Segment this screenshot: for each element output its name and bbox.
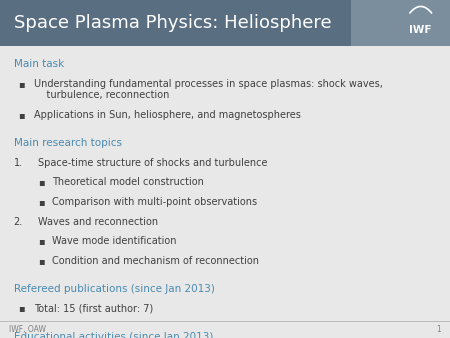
Text: Comparison with multi-point observations: Comparison with multi-point observations <box>52 197 257 207</box>
Text: Applications in Sun, heliosphere, and magnetospheres: Applications in Sun, heliosphere, and ma… <box>34 110 301 120</box>
Text: Main task: Main task <box>14 59 64 69</box>
Text: ▪: ▪ <box>38 197 45 207</box>
Text: Understanding fundamental processes in space plasmas: shock waves,
    turbulenc: Understanding fundamental processes in s… <box>34 79 382 100</box>
Text: IWF: IWF <box>410 25 432 35</box>
Text: ▪: ▪ <box>18 79 25 89</box>
Text: IWF, OAW: IWF, OAW <box>9 325 46 334</box>
Text: Condition and mechanism of reconnection: Condition and mechanism of reconnection <box>52 256 259 266</box>
Text: Space-time structure of shocks and turbulence: Space-time structure of shocks and turbu… <box>38 158 268 168</box>
FancyBboxPatch shape <box>0 0 351 46</box>
Text: ▪: ▪ <box>38 236 45 246</box>
Text: ▪: ▪ <box>18 304 25 313</box>
Text: Refereed publications (since Jan 2013): Refereed publications (since Jan 2013) <box>14 284 214 294</box>
Text: Educational activities (since Jan 2013): Educational activities (since Jan 2013) <box>14 332 213 338</box>
Text: Main research topics: Main research topics <box>14 138 122 148</box>
Text: 2.: 2. <box>14 217 23 226</box>
Text: Theoretical model construction: Theoretical model construction <box>52 177 203 187</box>
Text: ▪: ▪ <box>38 177 45 187</box>
Text: ▪: ▪ <box>38 256 45 266</box>
Text: Total: 15 (first author: 7): Total: 15 (first author: 7) <box>34 304 153 313</box>
Text: 1.: 1. <box>14 158 22 168</box>
FancyBboxPatch shape <box>351 0 450 46</box>
Text: Space Plasma Physics: Heliosphere: Space Plasma Physics: Heliosphere <box>14 14 331 32</box>
Text: ▪: ▪ <box>18 110 25 120</box>
Text: Waves and reconnection: Waves and reconnection <box>38 217 158 226</box>
Text: 1: 1 <box>436 325 441 334</box>
Text: Wave mode identification: Wave mode identification <box>52 236 176 246</box>
